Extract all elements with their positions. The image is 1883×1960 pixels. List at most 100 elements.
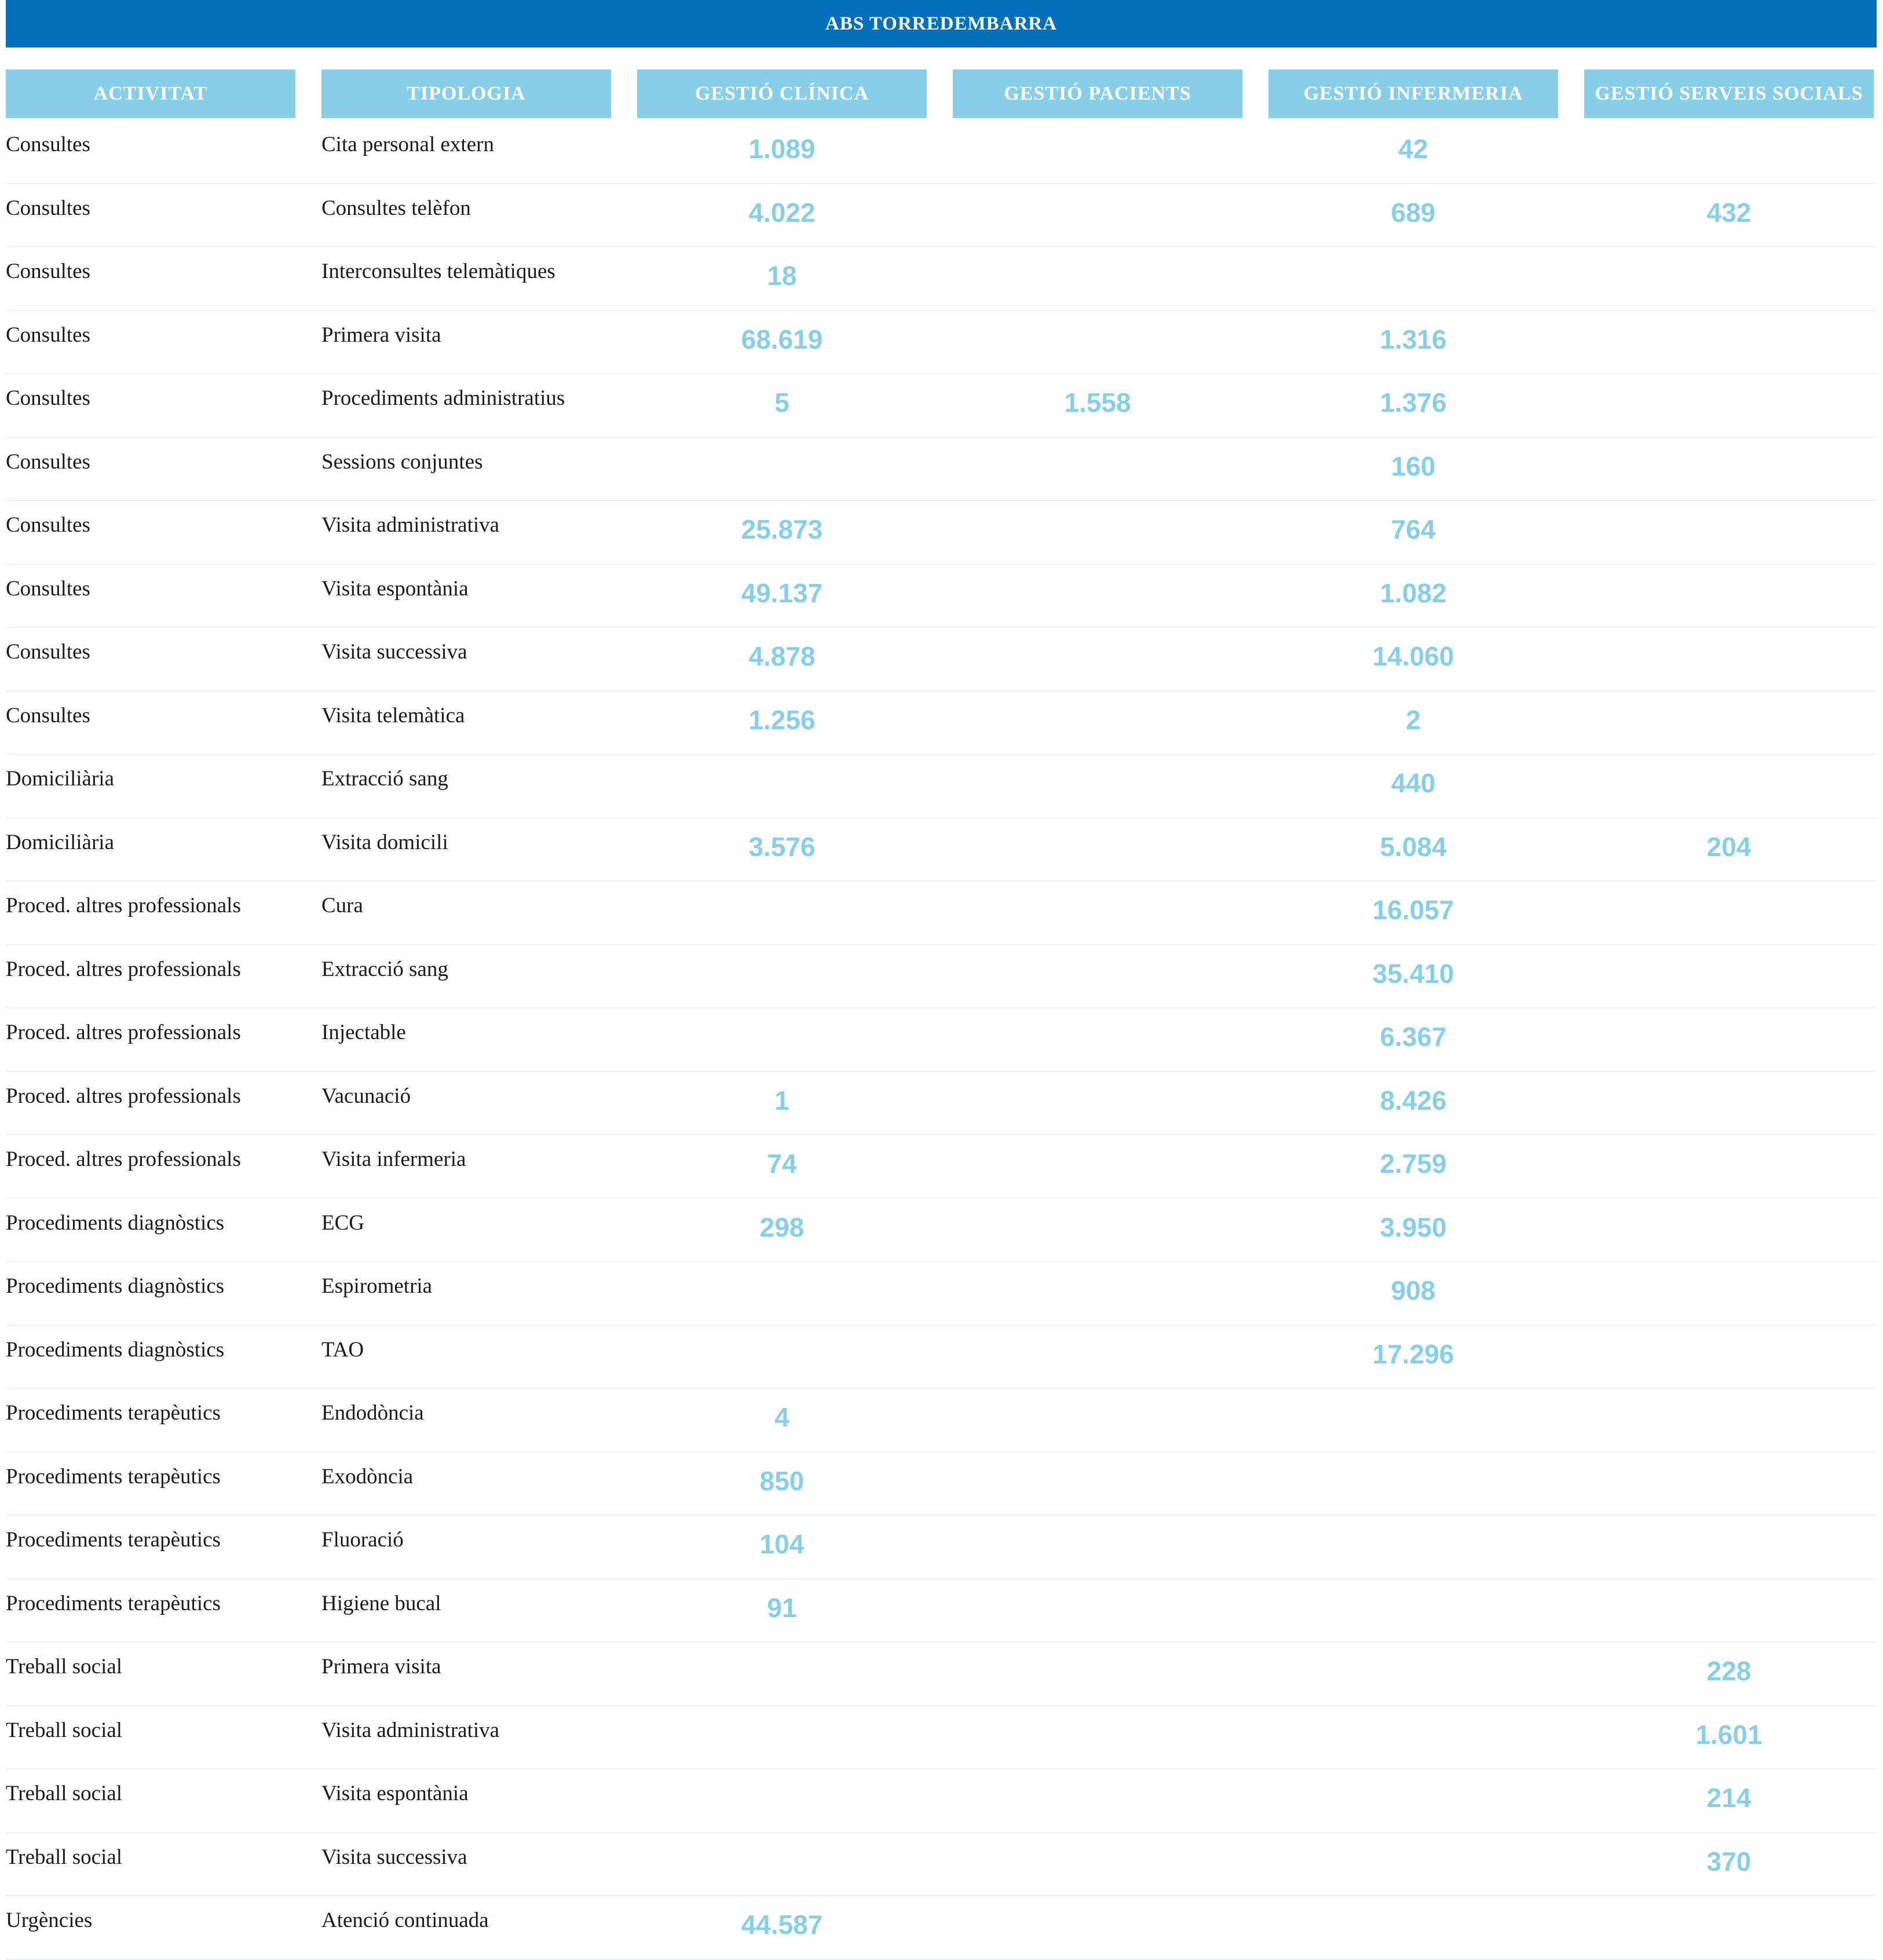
cell-tipologia: Primera visita <box>321 323 441 347</box>
cell-gestio-infermeria: 440 <box>1391 768 1436 798</box>
cell-gestio-clinica: 3.576 <box>748 831 816 862</box>
table-row: Treball social Visita successiva 370 <box>6 1833 1877 1896</box>
cell-tipologia: Espirometria <box>321 1274 433 1298</box>
cell-gestio-infermeria: 689 <box>1391 197 1436 228</box>
cell-activitat: Proced. altres professionals <box>6 894 241 917</box>
column-header-gestio-infermeria: GESTIÓ INFERMERIA <box>1268 70 1558 118</box>
cell-tipologia: Extracció sang <box>321 767 448 791</box>
cell-tipologia: Visita administrativa <box>321 513 500 537</box>
cell-activitat: Procediments terapèutics <box>6 1528 221 1552</box>
table-row: Treball social Visita espontània 214 <box>6 1769 1877 1833</box>
cell-gestio-serveis-socials: 1.601 <box>1695 1719 1763 1750</box>
cell-gestio-infermeria: 908 <box>1391 1275 1436 1306</box>
cell-activitat: Consultes <box>6 196 90 220</box>
table-row: Consultes Visita successiva 4.878 14.060 <box>6 628 1877 692</box>
cell-gestio-infermeria: 16.057 <box>1372 895 1454 925</box>
cell-gestio-infermeria: 5.084 <box>1380 831 1447 862</box>
cell-activitat: Consultes <box>6 513 90 537</box>
cell-activitat: Consultes <box>6 449 90 474</box>
cell-gestio-infermeria: 1.316 <box>1380 324 1447 354</box>
column-header-tipologia: TIPOLOGIA <box>321 70 611 118</box>
cell-activitat: Procediments terapèutics <box>6 1401 221 1425</box>
cell-tipologia: Primera visita <box>321 1655 441 1679</box>
cell-gestio-pacients: 1.558 <box>1064 387 1131 418</box>
cell-activitat: Proced. altres professionals <box>6 1147 241 1171</box>
cell-activitat: Treball social <box>6 1845 123 1869</box>
cell-activitat: Treball social <box>6 1782 123 1805</box>
cell-activitat: Procediments terapèutics <box>6 1464 221 1489</box>
cell-gestio-infermeria: 2.759 <box>1380 1149 1447 1179</box>
cell-gestio-clinica: 4.878 <box>748 641 816 671</box>
cell-tipologia: Visita administrativa <box>321 1718 500 1742</box>
table-row: Procediments terapèutics Fluoració 104 <box>6 1516 1877 1579</box>
table-row: Treball social Visita administrativa 1.601 <box>6 1706 1877 1769</box>
cell-tipologia: Visita telemàtica <box>321 703 465 727</box>
cell-gestio-serveis-socials: 370 <box>1706 1846 1752 1877</box>
cell-activitat: Consultes <box>6 133 90 156</box>
table-row: Procediments diagnòstics ECG 298 3.950 <box>6 1199 1877 1262</box>
cell-activitat: Procediments terapèutics <box>6 1591 221 1615</box>
table-row: Proced. altres professionals Visita infer… <box>6 1135 1877 1199</box>
cell-tipologia: Visita espontània <box>321 576 469 601</box>
cell-activitat: Domiciliària <box>6 830 114 854</box>
cell-tipologia: Interconsultes telemàtiques <box>321 259 555 283</box>
cell-activitat: Consultes <box>6 259 90 283</box>
table-row: Procediments terapèutics Higiene bucal 91 <box>6 1579 1877 1643</box>
cell-gestio-clinica: 91 <box>767 1592 797 1623</box>
cell-gestio-clinica: 4.022 <box>748 197 816 228</box>
cell-gestio-clinica: 104 <box>759 1529 805 1559</box>
table-row: Procediments terapèutics Endodòncia 4 <box>6 1389 1877 1453</box>
table-row: Consultes Procediments administratius 5 1.5… <box>6 374 1877 438</box>
table-row: Domiciliària Visita domicili 3.576 5.084 204 <box>6 818 1877 882</box>
cell-gestio-infermeria: 42 <box>1398 134 1428 164</box>
cell-tipologia: Visita espontània <box>321 1782 469 1805</box>
cell-gestio-infermeria: 3.950 <box>1380 1212 1447 1242</box>
cell-tipologia: Visita successiva <box>321 1845 467 1869</box>
table-row: Consultes Interconsultes telemàtiques 18 <box>6 247 1877 311</box>
cell-activitat: Consultes <box>6 576 90 601</box>
cell-tipologia: Consultes telèfon <box>321 196 471 220</box>
cell-gestio-clinica: 1 <box>774 1085 789 1116</box>
cell-tipologia: Endodòncia <box>321 1401 424 1425</box>
cell-tipologia: Visita domicili <box>321 830 448 854</box>
cell-gestio-infermeria: 35.410 <box>1372 958 1454 989</box>
column-header-row: ACTIVITAT TIPOLOGIA GESTIÓ CLÍNICA GESTIÓ P… <box>6 70 1877 118</box>
column-header-gestio-serveis-socials: GESTIÓ SERVEIS SOCIALS <box>1584 70 1874 118</box>
table-row: Proced. altres professionals Injectable 6.… <box>6 1008 1877 1072</box>
table-row: Consultes Cita personal extern 1.089 42 <box>6 120 1877 184</box>
cell-gestio-clinica: 18 <box>767 261 797 291</box>
cell-gestio-clinica: 68.619 <box>741 324 823 354</box>
cell-gestio-infermeria: 1.376 <box>1380 387 1447 418</box>
cell-activitat: Proced. altres professionals <box>6 1084 241 1108</box>
cell-gestio-clinica: 49.137 <box>741 577 823 608</box>
cell-gestio-infermeria: 2 <box>1406 704 1421 735</box>
table-row: Proced. altres professionals Cura 16.057 <box>6 882 1877 945</box>
table-row: Consultes Visita espontània 49.137 1.082 <box>6 565 1877 628</box>
cell-tipologia: Cura <box>321 894 363 917</box>
cell-gestio-clinica: 74 <box>767 1149 797 1179</box>
cell-tipologia: Atenció continuada <box>321 1908 489 1932</box>
cell-tipologia: ECG <box>321 1211 364 1235</box>
table-row: Consultes Visita telemàtica 1.256 2 <box>6 692 1877 755</box>
column-header-gestio-pacients: GESTIÓ PACIENTS <box>953 70 1242 118</box>
cell-gestio-clinica: 1.256 <box>748 704 816 735</box>
cell-gestio-clinica: 4 <box>774 1402 789 1432</box>
cell-gestio-clinica: 298 <box>759 1212 805 1242</box>
cell-tipologia: Extracció sang <box>321 957 448 981</box>
cell-gestio-infermeria: 6.367 <box>1380 1022 1447 1052</box>
cell-activitat: Procediments diagnòstics <box>6 1274 225 1298</box>
cell-tipologia: Higiene bucal <box>321 1591 441 1615</box>
table-row: Consultes Consultes telèfon 4.022 689 432 <box>6 184 1877 247</box>
cell-gestio-clinica: 850 <box>759 1465 805 1496</box>
cell-gestio-clinica: 44.587 <box>741 1910 823 1940</box>
cell-tipologia: Visita successiva <box>321 640 467 664</box>
cell-gestio-infermeria: 14.060 <box>1372 641 1454 671</box>
cell-tipologia: TAO <box>321 1337 364 1362</box>
cell-activitat: Consultes <box>6 323 90 347</box>
cell-activitat: Treball social <box>6 1655 123 1679</box>
cell-gestio-clinica: 1.089 <box>748 134 816 164</box>
cell-activitat: Proced. altres professionals <box>6 957 241 981</box>
cell-activitat: Domiciliària <box>6 767 114 791</box>
cell-gestio-clinica: 5 <box>774 387 789 418</box>
cell-gestio-infermeria: 160 <box>1391 451 1436 481</box>
